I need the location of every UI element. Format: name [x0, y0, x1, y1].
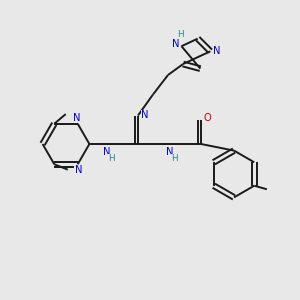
Text: N: N: [103, 147, 110, 158]
Text: N: N: [75, 165, 82, 175]
Text: H: H: [177, 30, 183, 39]
Text: N: N: [172, 39, 180, 49]
Text: H: H: [109, 154, 115, 163]
Text: H: H: [172, 154, 178, 163]
Text: N: N: [141, 110, 148, 121]
Text: N: N: [166, 147, 173, 158]
Text: N: N: [213, 46, 221, 56]
Text: O: O: [204, 112, 212, 123]
Text: N: N: [74, 113, 81, 123]
